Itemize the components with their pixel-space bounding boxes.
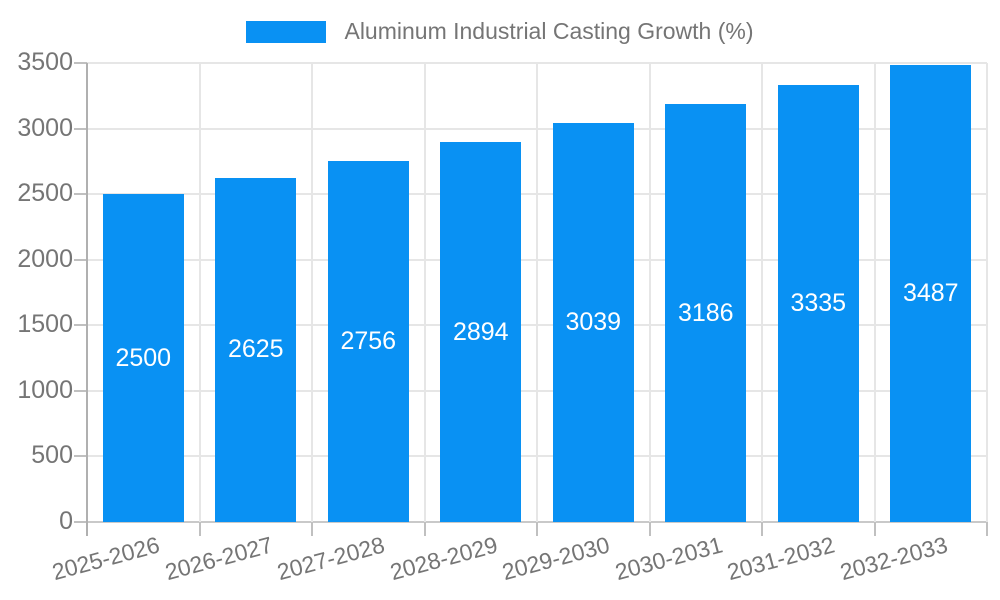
bar-value-label: 2500	[115, 343, 172, 372]
x-axis-tick-mark	[986, 522, 988, 536]
vertical-gridline	[986, 63, 988, 522]
bar-value-label: 2625	[227, 335, 284, 364]
y-axis-label-0: 0	[59, 507, 73, 535]
y-axis-tick-mark	[74, 455, 87, 458]
x-axis-label-2027-2028: 2027-2028	[274, 531, 388, 586]
bar-2027-2028[interactable]: 2756	[327, 160, 409, 522]
vertical-gridline	[423, 63, 426, 522]
bar-value-label: 3186	[677, 298, 734, 327]
y-axis-label-2500: 2500	[17, 179, 73, 208]
x-axis-tick-mark	[873, 522, 876, 536]
bar-2030-2031[interactable]: 3186	[665, 104, 747, 522]
y-axis-label-1500: 1500	[17, 310, 73, 339]
x-axis-tick-mark	[311, 522, 313, 536]
legend-series-label: Aluminum Industrial Casting Growth (%)	[344, 18, 754, 44]
bar-2032-2033[interactable]: 3487	[890, 64, 972, 522]
x-axis-label-2026-2027: 2026-2027	[162, 531, 275, 586]
bar-value-label: 2894	[452, 317, 509, 346]
x-axis-label-2028-2029: 2028-2029	[387, 531, 500, 586]
y-axis-tick-mark	[74, 193, 87, 196]
bar-value-label: 3487	[902, 278, 959, 307]
y-axis-label-3500: 3500	[17, 48, 73, 76]
x-axis-tick-mark	[648, 522, 651, 536]
vertical-gridline	[648, 63, 651, 522]
bar-value-label: 3039	[565, 308, 622, 337]
y-axis-label-1000: 1000	[17, 375, 73, 404]
bar-2025-2026[interactable]: 2500	[102, 194, 184, 522]
bar-value-label: 2756	[340, 326, 397, 355]
legend-color-swatch-icon	[246, 20, 327, 43]
x-axis-tick-mark	[536, 522, 538, 536]
x-axis-label-2031-2032: 2031-2032	[724, 531, 838, 586]
vertical-gridline	[536, 63, 538, 522]
legend: Aluminum Industrial Casting Growth (%)	[0, 18, 1000, 45]
vertical-gridline	[198, 63, 201, 522]
y-axis-label-500: 500	[31, 441, 73, 470]
vertical-gridline	[311, 63, 313, 522]
y-axis-tick-mark	[74, 127, 87, 130]
bar-2029-2030[interactable]: 3039	[552, 123, 634, 522]
y-axis-tick-mark	[74, 521, 87, 523]
y-axis-tick-mark	[74, 258, 87, 261]
x-axis-tick-mark	[423, 522, 426, 536]
y-axis-tick-mark	[74, 62, 87, 64]
legend-item[interactable]: Aluminum Industrial Casting Growth (%)	[246, 18, 754, 45]
y-axis-label-2000: 2000	[17, 244, 73, 273]
bar-2028-2029[interactable]: 2894	[440, 142, 522, 522]
vertical-gridline	[761, 63, 763, 522]
x-axis-tick-mark	[761, 522, 763, 536]
vertical-gridline	[873, 63, 876, 522]
x-axis-label-2025-2026: 2025-2026	[49, 531, 163, 586]
x-axis-label-2029-2030: 2029-2030	[499, 531, 613, 586]
bar-2031-2032[interactable]: 3335	[777, 84, 859, 522]
y-axis-label-3000: 3000	[17, 113, 73, 142]
x-axis-label-2032-2033: 2032-2033	[837, 531, 950, 586]
y-axis-line	[86, 63, 88, 536]
bar-2026-2027[interactable]: 2625	[215, 177, 297, 522]
x-axis-label-2030-2031: 2030-2031	[612, 531, 725, 586]
x-axis-tick-mark	[198, 522, 201, 536]
y-axis-tick-mark	[74, 389, 87, 392]
bar-value-label: 3335	[790, 288, 847, 317]
y-axis-tick-mark	[74, 324, 87, 327]
